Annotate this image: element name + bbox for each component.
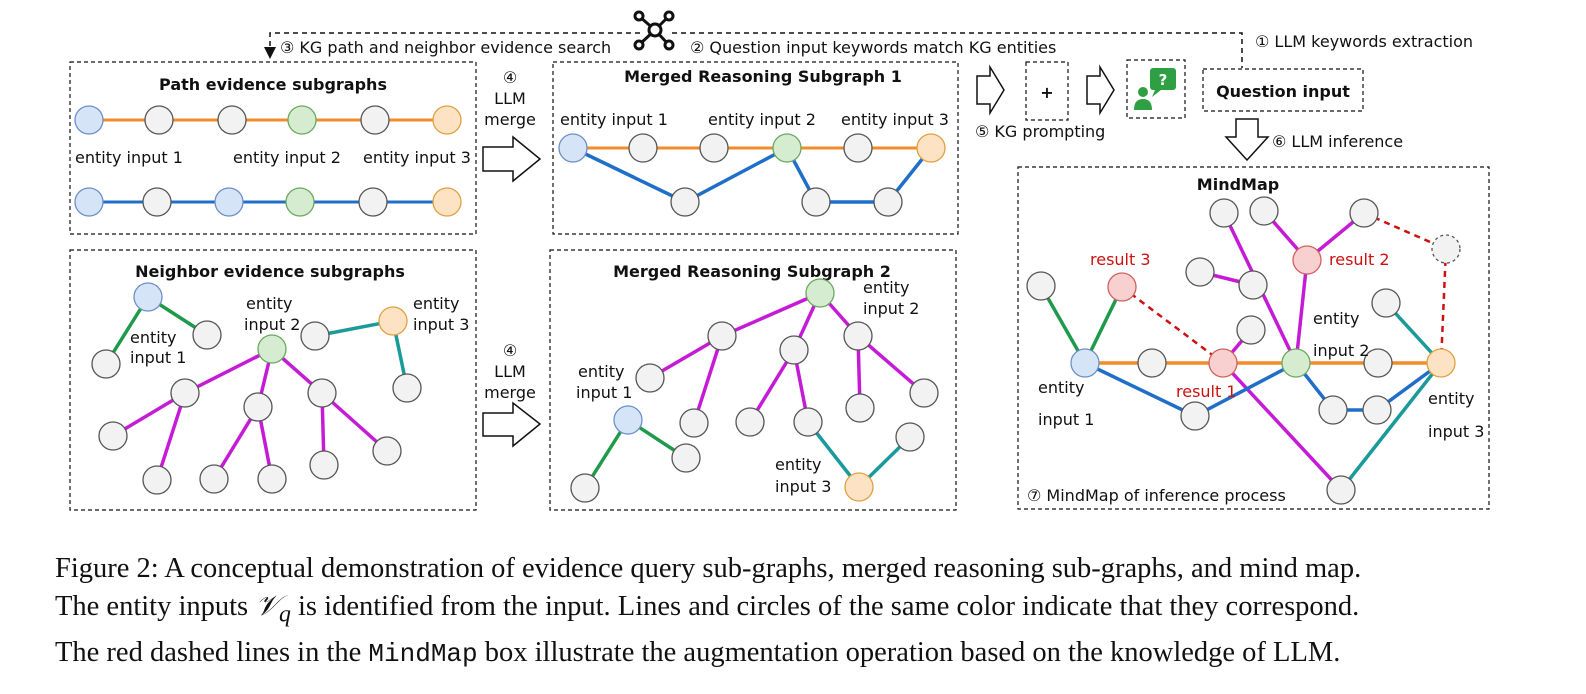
- merged1-entity3-label: entity input 3: [841, 110, 949, 129]
- result2-label: result 2: [1329, 250, 1390, 269]
- mindmap-entity1-word: entity: [1038, 378, 1084, 397]
- mindmap-entity2-input: input 2: [1313, 341, 1369, 360]
- mindmap-diagram: ③ KG path and neighbor evidence search ②…: [69, 10, 1490, 511]
- mindmap-box: MindMap: [1017, 166, 1490, 510]
- merged-subgraph-2-title: Merged Reasoning Subgraph 2: [613, 262, 891, 281]
- question-input-label: Question input: [1216, 82, 1350, 101]
- merged1-entity2-label: entity input 2: [708, 110, 816, 129]
- mindmap-entity2-word: entity: [1313, 309, 1359, 328]
- neighbor-entity3-input: input 3: [413, 315, 469, 334]
- path-evidence-title: Path evidence subgraphs: [159, 75, 387, 94]
- mindmap-entity1-input: input 1: [1038, 410, 1094, 429]
- step6-label: ⑥ LLM inference: [1272, 132, 1403, 151]
- kg-prompting-row: + ? ⑤ KG prompting: [975, 59, 1186, 141]
- merged2-entity3-input: input 3: [775, 477, 831, 496]
- merged-subgraph-1-box: Merged Reasoning Subgraph 1 entity input…: [552, 61, 959, 235]
- merged-subgraph-1-title: Merged Reasoning Subgraph 1: [624, 67, 902, 86]
- neighbor-entity2-word: entity: [246, 294, 292, 313]
- caption-line-3a: The red dashed lines in the: [55, 636, 369, 668]
- caption-mindmap-mono: MindMap: [368, 638, 478, 669]
- question-input-box: Question input: [1202, 68, 1364, 112]
- llm-merge-upper: ④ LLM merge: [482, 68, 542, 183]
- merged1-entity1-label: entity input 1: [560, 110, 668, 129]
- path-entity1-label: entity input 1: [75, 148, 183, 167]
- mindmap-entity3-word: entity: [1428, 389, 1474, 408]
- caption-line-2: The entity inputs 𝒱q is identified from …: [55, 588, 1535, 634]
- neighbor-entity2-input: input 2: [244, 315, 300, 334]
- path-evidence-box: Path evidence subgraphs entity input 1 e…: [69, 61, 477, 235]
- step1-label: ① LLM keywords extraction: [1255, 32, 1473, 51]
- neighbor-entity3-word: entity: [413, 294, 459, 313]
- mindmap-entity3-input: input 3: [1428, 422, 1484, 441]
- step2-label: ② Question input keywords match KG entit…: [690, 38, 1056, 57]
- merge-upper-num: ④: [503, 68, 517, 87]
- caption-line-3: The red dashed lines in the MindMap box …: [55, 634, 1535, 673]
- merge-upper-llm: LLM: [494, 89, 526, 108]
- merged-subgraph-2-box: Merged Reasoning Subgraph 2: [549, 249, 957, 511]
- step3-label: ③ KG path and neighbor evidence search: [280, 38, 611, 57]
- graph-network-icon: [633, 10, 675, 51]
- caption-line-2b: is identified from the input. Lines and …: [290, 591, 1360, 622]
- path-entity3-label: entity input 3: [363, 148, 471, 167]
- merge-upper-merge: merge: [484, 110, 536, 129]
- svg-text:?: ?: [1159, 71, 1168, 89]
- step7-label: ⑦ MindMap of inference process: [1027, 486, 1286, 505]
- mindmap-title: MindMap: [1197, 175, 1279, 194]
- merge-lower-num: ④: [503, 341, 517, 360]
- neighbor-entity1-input: input 1: [130, 348, 186, 367]
- path-entity2-label: entity input 2: [233, 148, 341, 167]
- llm-merge-lower: ④ LLM merge: [482, 341, 542, 448]
- step5-label: ⑤ KG prompting: [975, 122, 1105, 141]
- merged2-entity1-input: input 1: [576, 383, 632, 402]
- caption-symbol-sub: q: [279, 601, 291, 628]
- merged2-entity2-input: input 2: [863, 299, 919, 318]
- result3-label: result 3: [1090, 250, 1151, 269]
- neighbor-entity1-word: entity: [130, 328, 176, 347]
- merged2-entity1-word: entity: [578, 362, 624, 381]
- neighbor-evidence-box: Neighbor evidence subgraphs: [69, 249, 477, 511]
- merge-lower-llm: LLM: [494, 362, 526, 381]
- plus-sign: +: [1040, 83, 1053, 102]
- merged2-entity2-word: entity: [863, 278, 909, 297]
- caption-symbol: 𝒱: [255, 591, 280, 622]
- result1-label: result 1: [1176, 382, 1237, 401]
- llm-inference-arrow: [1224, 118, 1270, 162]
- neighbor-evidence-title: Neighbor evidence subgraphs: [135, 262, 405, 281]
- caption-line-2a: The entity inputs: [55, 591, 256, 622]
- figure-caption: Figure 2: A conceptual demonstration of …: [55, 550, 1535, 673]
- caption-line-3b: box illustrate the augmentation operatio…: [477, 636, 1341, 668]
- top-connector: [264, 32, 1243, 68]
- user-question-icon: ?: [1134, 68, 1176, 110]
- merge-lower-merge: merge: [484, 383, 536, 402]
- merged2-entity3-word: entity: [775, 455, 821, 474]
- caption-line-1: Figure 2: A conceptual demonstration of …: [55, 553, 1362, 584]
